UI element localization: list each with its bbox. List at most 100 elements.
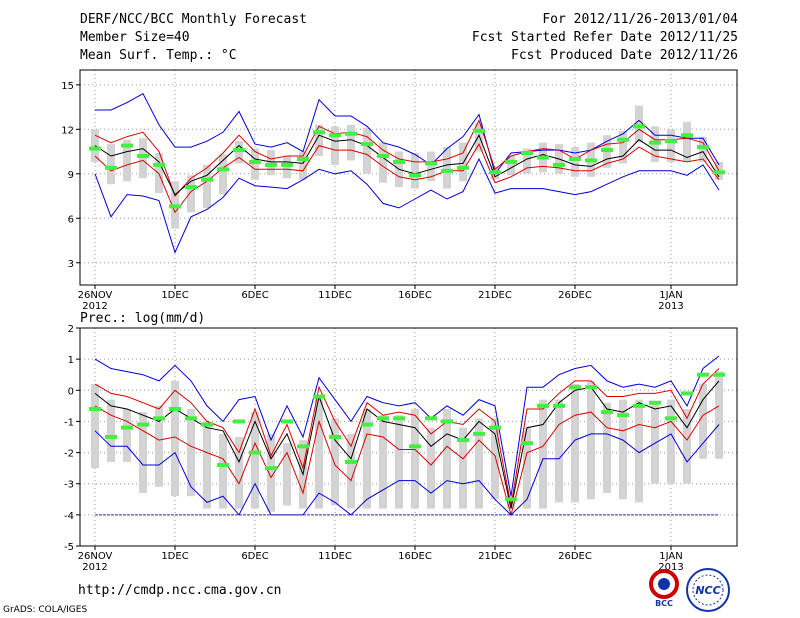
obs-marker <box>585 158 597 163</box>
spread-box <box>459 427 467 509</box>
spread-box <box>603 402 611 494</box>
obs-marker <box>265 466 277 471</box>
obs-marker <box>601 148 613 153</box>
y-tick-label: -2 <box>64 449 74 460</box>
obs-marker <box>665 139 677 144</box>
x-tick-label: 21DEC <box>478 290 512 301</box>
spread-box <box>571 147 579 177</box>
x-tick-year: 2012 <box>82 301 107 312</box>
spread-box <box>235 141 243 164</box>
precip-title: Prec.: log(mm/d) <box>80 311 205 326</box>
obs-marker <box>617 413 629 418</box>
obs-marker <box>473 431 485 436</box>
plot-frame <box>79 327 738 547</box>
spread-box <box>187 175 195 213</box>
obs-marker <box>345 459 357 464</box>
spread-box <box>379 142 387 183</box>
series-upper-line <box>94 368 720 506</box>
series-min-line <box>94 424 720 516</box>
obs-marker <box>361 422 373 427</box>
spread-box <box>299 151 307 180</box>
obs-marker <box>249 450 261 455</box>
spread-box <box>379 415 387 509</box>
footer-url[interactable]: http://cmdp.ncc.cma.gov.cn <box>78 583 282 598</box>
variable-label: Mean Surf. Temp.: °C <box>80 48 237 63</box>
obs-marker <box>649 140 661 145</box>
x-tick-year: 2013 <box>658 301 683 312</box>
y-tick-label: -4 <box>64 511 74 522</box>
spread-box <box>331 418 339 506</box>
obs-marker <box>169 204 181 209</box>
obs-marker <box>697 145 709 150</box>
spread-box <box>203 164 211 208</box>
x-tick-label: 26NOV <box>78 290 113 301</box>
spread-box <box>683 121 691 162</box>
spread-box <box>443 408 451 509</box>
obs-marker <box>201 177 213 182</box>
plot-frame <box>79 69 738 286</box>
spread-box <box>107 399 115 462</box>
spread-box <box>155 153 163 194</box>
obs-marker <box>137 422 149 427</box>
spread-box <box>411 408 419 509</box>
obs-marker <box>441 419 453 424</box>
spread-box <box>635 105 643 143</box>
y-tick-label: 2 <box>68 324 74 335</box>
spread-box <box>235 437 243 509</box>
obs-marker <box>89 406 101 411</box>
obs-marker <box>585 385 597 390</box>
spread-box <box>411 153 419 189</box>
spread-box <box>347 124 355 161</box>
obs-marker <box>617 137 629 142</box>
obs-marker <box>233 419 245 424</box>
obs-marker <box>569 385 581 390</box>
spread-box <box>219 433 227 509</box>
obs-marker <box>537 155 549 160</box>
spread-box <box>203 421 211 509</box>
spread-box <box>635 399 643 503</box>
spread-box <box>715 371 723 459</box>
obs-marker <box>377 416 389 421</box>
x-tick-label: 26NOV <box>78 551 113 562</box>
obs-marker <box>121 143 133 148</box>
ncc-logo-text: NCC <box>695 584 720 597</box>
y-tick-label: 12 <box>61 125 74 136</box>
obs-marker <box>681 391 693 396</box>
spread-box <box>459 142 467 182</box>
obs-marker <box>457 438 469 443</box>
obs-marker <box>425 161 437 166</box>
spread-box <box>507 496 515 509</box>
spread-box <box>331 126 339 165</box>
obs-marker <box>281 162 293 167</box>
x-tick-label: 26DEC <box>558 290 592 301</box>
obs-marker <box>217 167 229 172</box>
spread-box <box>171 380 179 497</box>
obs-marker <box>217 463 229 468</box>
spread-box <box>363 127 371 174</box>
obs-marker <box>569 156 581 161</box>
spread-box <box>619 399 627 500</box>
x-tick-label: 6DEC <box>241 551 268 562</box>
obs-marker <box>377 154 389 158</box>
spread-box <box>283 443 291 506</box>
obs-marker <box>633 403 645 408</box>
grads-credit: GrADS: COLA/IGES <box>3 605 88 615</box>
y-tick-label: 0 <box>68 386 74 397</box>
spread-box <box>91 384 99 469</box>
obs-marker <box>697 372 709 377</box>
obs-marker <box>505 159 517 164</box>
series-lower-line <box>94 405 720 517</box>
obs-marker <box>409 444 421 449</box>
obs-marker <box>473 128 485 133</box>
bcc-logo: BCC <box>649 569 679 608</box>
member-size: Member Size=40 <box>80 30 190 45</box>
obs-marker <box>297 444 309 449</box>
obs-marker <box>457 165 469 170</box>
obs-marker <box>489 170 501 175</box>
x-tick-label: 6DEC <box>241 290 268 301</box>
spread-box <box>347 433 355 509</box>
obs-marker <box>409 173 421 178</box>
obs-marker <box>393 159 405 164</box>
spread-box <box>491 418 499 500</box>
